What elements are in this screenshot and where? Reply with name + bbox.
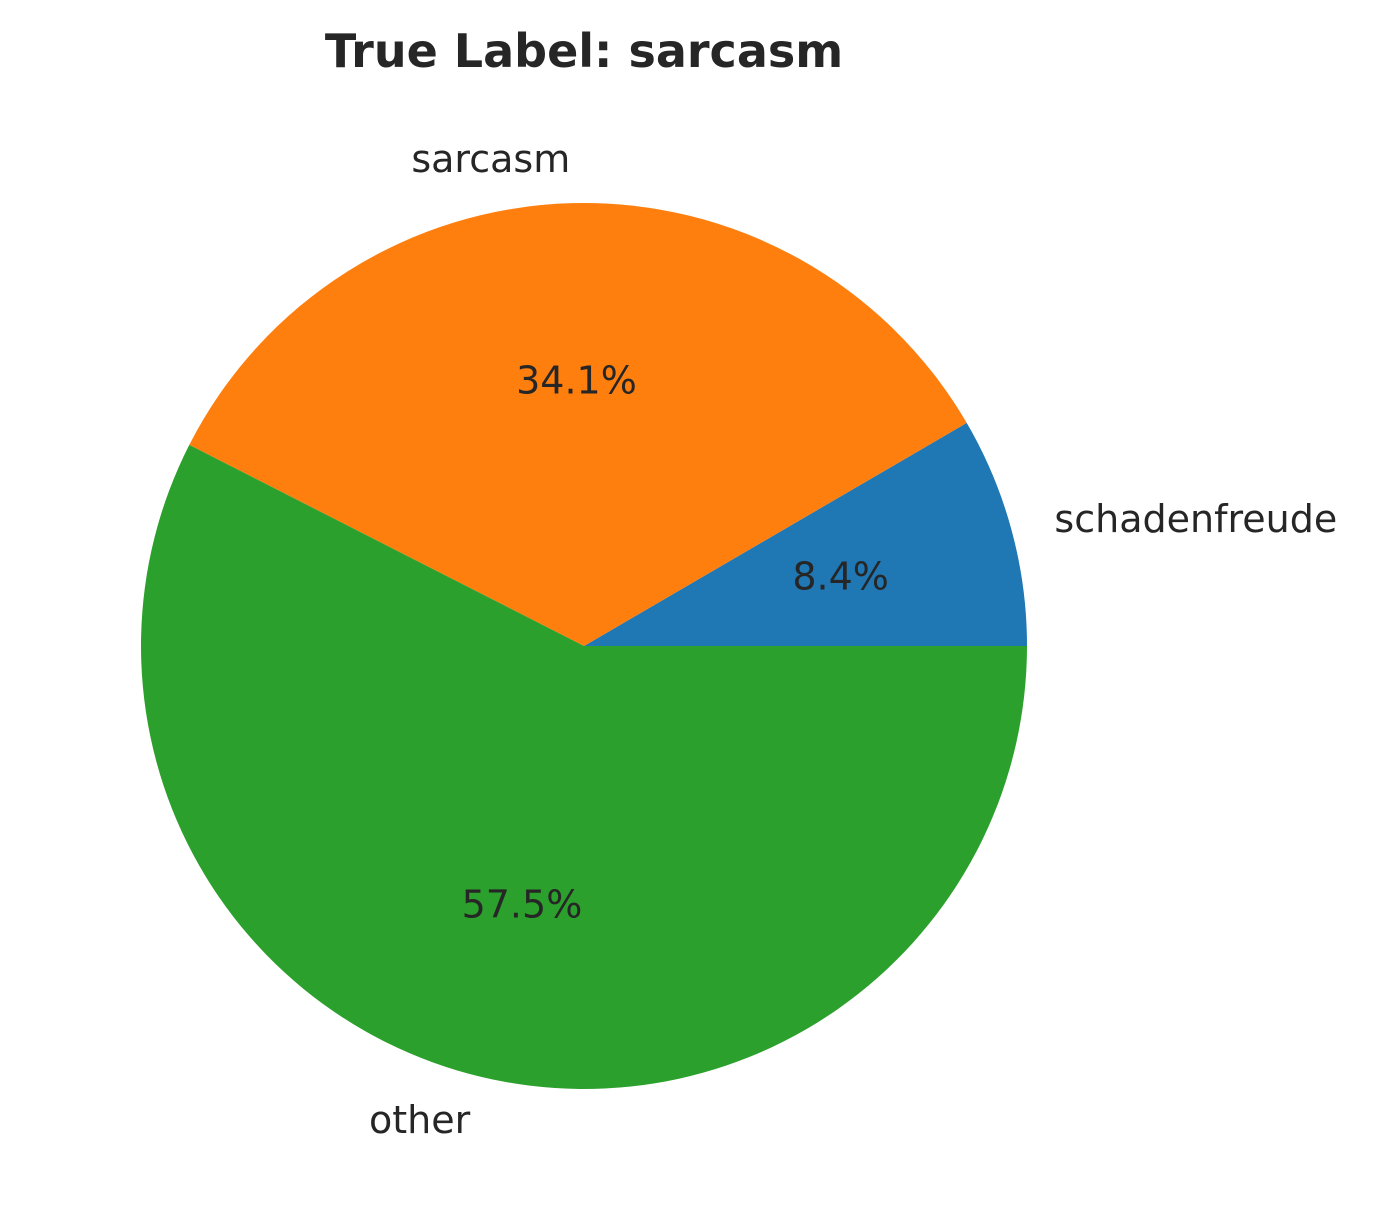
slice-label-sarcasm: sarcasm — [411, 137, 570, 181]
slice-pct-label-other: 57.5% — [462, 882, 583, 926]
slice-pct-label-schadenfreude: 8.4% — [792, 555, 889, 599]
slice-pct-label-sarcasm: 34.1% — [516, 358, 637, 402]
pie-slice-schadenfreude — [584, 422, 1027, 646]
pie-slice-sarcasm — [189, 203, 967, 646]
slice-label-schadenfreude: schadenfreude — [1054, 497, 1337, 541]
slice-label-other: other — [369, 1098, 471, 1142]
pie-slice-other — [141, 444, 1028, 1089]
chart-title: True Label: sarcasm — [325, 24, 843, 78]
pie-slices — [141, 203, 1028, 1089]
pie-labels: schadenfreude 8.4% sarcasm 34.1% other 57.5% — [369, 137, 1337, 1142]
